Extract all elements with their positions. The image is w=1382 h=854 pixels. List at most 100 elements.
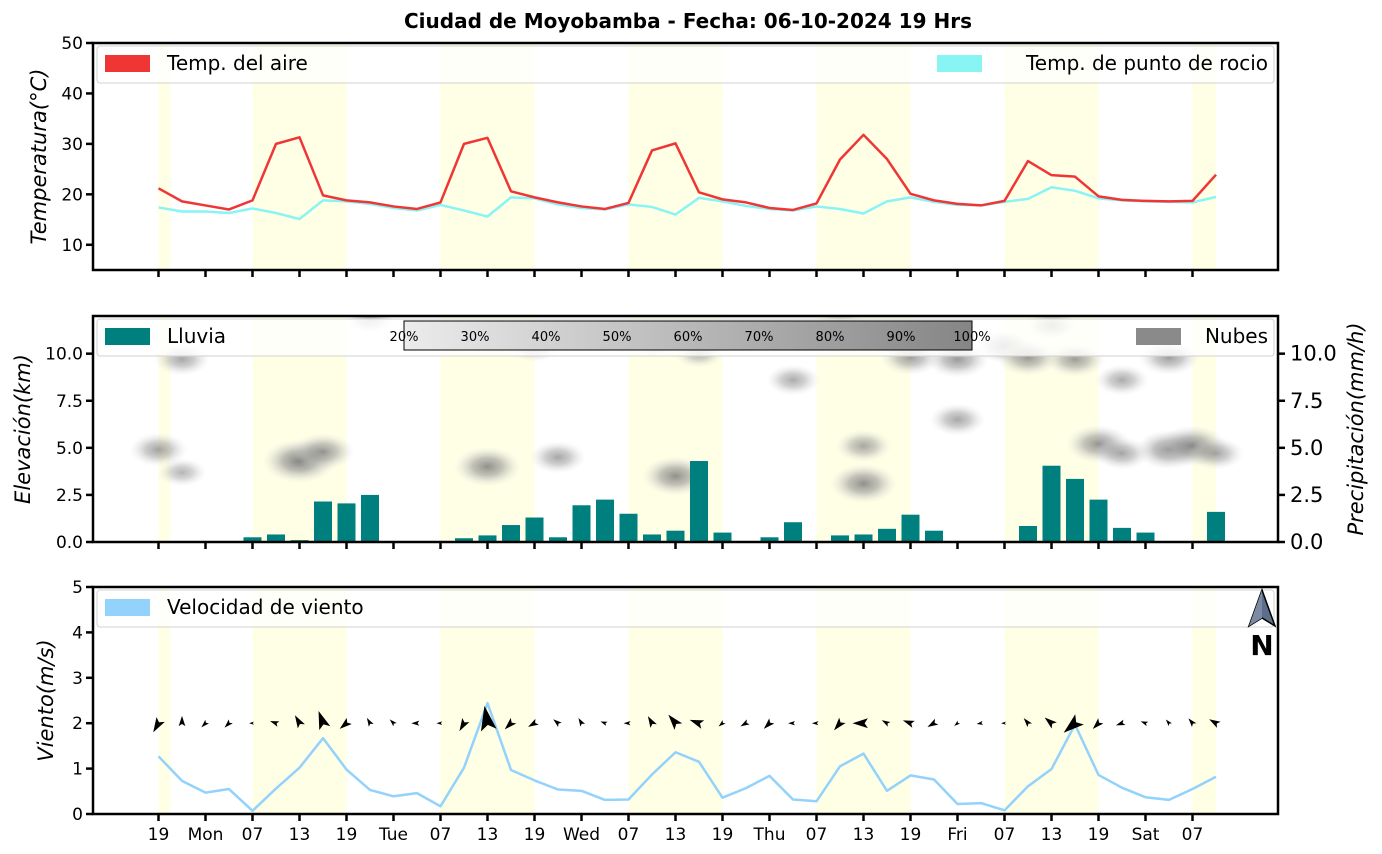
wind-arrow-head [834,717,846,731]
wind-arrow [788,720,795,726]
air-temp-line [157,133,1217,212]
north-arrow-icon: N [1247,587,1277,662]
day-band [158,43,171,270]
wind-arrow-head [528,718,539,727]
cloud-cell [454,446,521,487]
rain-bar [1207,511,1225,542]
cloud-cell [291,433,355,470]
cloud-cell [830,463,897,504]
colorbar-tick-label: 30% [461,330,490,345]
x-tick-label: 07 [618,825,640,845]
wind-arrow [1140,721,1149,727]
wind-arrow-head [1165,719,1172,727]
y-tick-label: 3 [72,669,83,689]
rain-bar [1066,478,1084,542]
legend-swatch-clouds [1136,328,1181,345]
y-tick-label: 0.0 [56,533,83,553]
wind-arrow-head [763,718,775,729]
x-tick-label: 13 [1041,825,1063,845]
cloud-cell [129,432,188,467]
wind-arrow [1023,718,1033,728]
wind-arrow-head [224,719,233,728]
wind-arrow [553,719,562,727]
wind-arrow [366,717,374,727]
wind-arrow [689,719,705,729]
wind-arrow-head [1063,714,1084,733]
wind-arrow [763,718,775,729]
chart-title: Ciudad de Moyobamba - Fecha: 06-10-2024 … [404,9,972,33]
rain-bar [666,530,685,542]
wind-arrow-head [201,719,209,728]
temperature-y-label: Temperatura(°C) [27,69,51,245]
wind-arrow-head [788,720,795,726]
y-tick-label: 20 [61,185,83,205]
y-tick-label: 7.5 [56,392,83,412]
cloud-colorbar: 20% 30% 40% 50% 60% 70% 80% 90% 100% [390,320,991,351]
wind-arrow [647,716,657,728]
temperature-axes-frame [91,41,1280,272]
wind-arrow [318,710,331,731]
precip-y-ticks: 0.0 2.5 5.0 7.5 10.0 [1278,342,1337,554]
rain-bar [596,499,614,542]
rain-bar [549,537,567,542]
wind-arrow-head [1209,719,1221,728]
wind-arrow-head [1092,718,1104,729]
wind-arrow-head [689,719,705,729]
wind-arrow [740,719,750,727]
rain-bar [690,461,708,542]
wind-panel: 0 1 2 3 4 5 19 Mon 07 13 19 Tue 07 13 19 Wed 07 13 19 Thu 0… [34,578,1280,845]
rain-bar [619,513,638,542]
wind-arrow [852,718,868,729]
wind-arrow-head [811,721,819,726]
dew-point-line [158,186,1217,221]
rain-bar [525,517,544,542]
wind-arrow-head [294,715,305,729]
day-band [158,587,171,814]
rain-bar [1089,499,1108,542]
wind-arrow [927,718,939,727]
rain-bar [314,501,332,542]
y-tick-label: 2 [72,714,83,734]
temperature-panel: 10 20 30 40 50 Temperatura(°C) Temp. del air… [27,34,1280,277]
wind-arrow [668,714,683,730]
wind-arrow [436,721,443,726]
elevation-y-ticks: 0.0 2.5 5.0 7.5 10.0 [45,345,93,553]
wind-arrow [1115,719,1126,726]
rain-bar [854,534,873,542]
colorbar-tick-label: 50% [603,330,632,345]
y-tick-label: 2.5 [56,486,83,506]
wind-arrow-head [366,717,374,727]
y-tick-label: 5.0 [56,439,83,459]
legend-swatch-rain [105,328,150,345]
x-tick-label: Fri [947,825,967,845]
wind-arrow-head [976,720,984,725]
wind-arrow-head [1044,717,1057,729]
legend-label-clouds: Nubes [1205,324,1268,348]
wind-arrow-head [927,718,939,727]
legend-box [96,589,1275,628]
wind-arrow-head [1140,721,1149,727]
cloud-cell [929,403,986,436]
rain-bar [1042,465,1061,542]
rain-x-ticks [157,542,1194,549]
wind-arrow [1188,718,1197,727]
x-tick-label: 13 [289,825,311,845]
wind-arrow [153,717,165,733]
rain-bar [643,534,661,542]
wind-arrow-head [647,716,657,728]
wind-direction-arrows [153,705,1221,733]
colorbar-tick-label: 90% [887,330,916,345]
colorbar-tick-label: 60% [674,330,703,345]
wind-arrow-head [178,715,186,727]
colorbar-tick-label: 20% [390,330,419,345]
rain-bar [901,514,920,542]
temperature-x-ticks [157,270,1194,277]
rain-bar [713,532,732,542]
day-band [1192,43,1216,270]
x-tick-label: 13 [853,825,875,845]
y-tick-label-right: 5.0 [1290,436,1323,460]
wind-arrow-head [389,719,397,727]
cloud-cell [1095,364,1149,396]
wind-arrow-head [881,720,891,727]
day-band [158,316,171,542]
